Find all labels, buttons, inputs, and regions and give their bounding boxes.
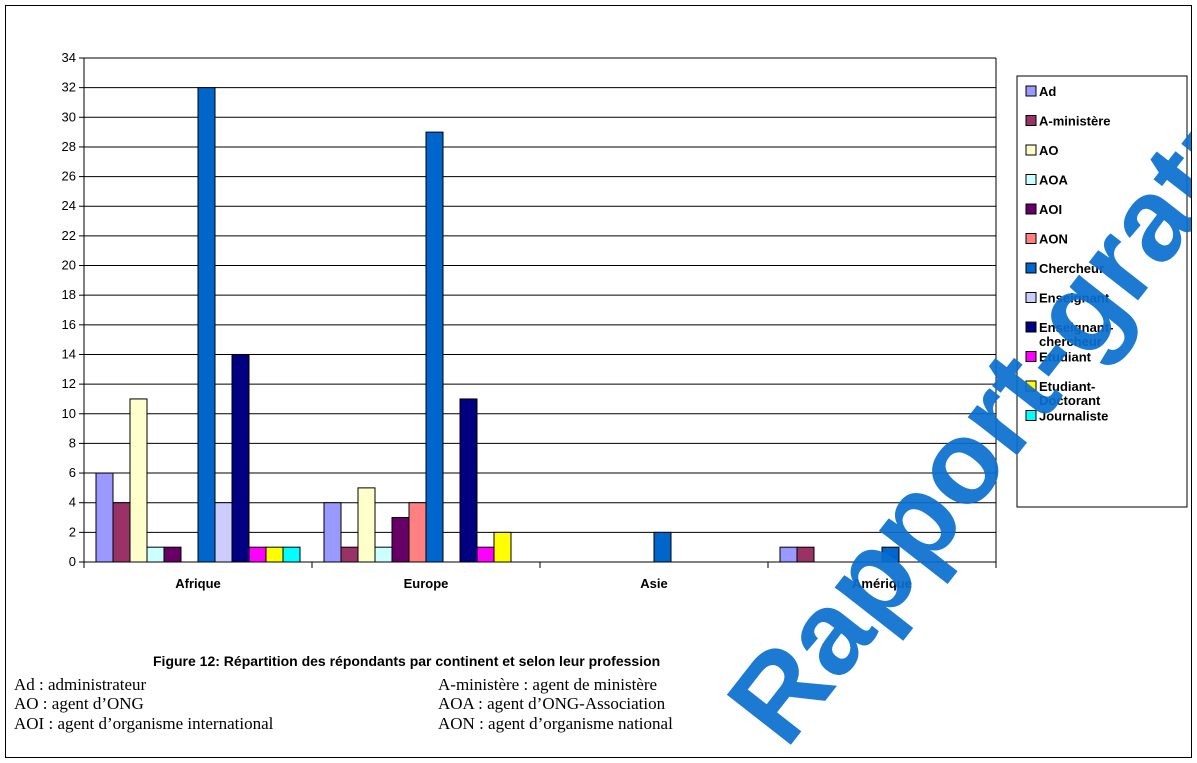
bar-ao-europe — [357, 487, 376, 563]
bar-ad-europe — [323, 502, 342, 563]
bar-etudiant-europe — [476, 546, 495, 563]
bar-chercheur-am-rique — [881, 546, 900, 563]
legend-swatch — [1025, 380, 1037, 392]
bar-a-minist-re-am-rique — [796, 546, 815, 563]
bar-ad-am-rique — [779, 546, 798, 563]
bar-journaliste-afrique — [282, 546, 301, 563]
legend-swatch — [1025, 292, 1037, 303]
legend-swatch — [1025, 115, 1037, 126]
bar-chercheur-europe — [425, 131, 444, 563]
bar-aoi-afrique — [163, 546, 182, 563]
legend-swatch — [1025, 351, 1037, 362]
legend-label: Etudiant-Doctorant — [1039, 379, 1101, 408]
x-axis-categories: Afrique Europe Asie Amérique — [175, 576, 912, 591]
bar-chercheur-afrique — [197, 87, 216, 563]
legend: Ad A-ministère AO AOA AOI AON Chercheur Enseign… — [1016, 75, 1188, 508]
legend-label: AOA — [1039, 173, 1069, 188]
plot-area — [84, 58, 996, 562]
y-tick-label: 22 — [62, 228, 76, 243]
y-tick-label: 16 — [62, 317, 76, 332]
y-tick-label: 18 — [62, 287, 76, 302]
legend-label: Etudiant — [1039, 350, 1092, 365]
bar-ad-afrique — [95, 472, 114, 563]
figure-caption: Figure 12: Répartition des répondants pa… — [153, 653, 661, 669]
legend-swatch — [1025, 203, 1037, 215]
abbreviation-aon: AON : agent d’organisme national — [438, 714, 673, 733]
bar-enseignant-afrique — [214, 502, 233, 563]
y-tick-label: 0 — [69, 554, 76, 569]
legend-box — [1016, 75, 1188, 508]
bar-aoi-europe — [391, 517, 410, 563]
y-tick-label: 34 — [62, 50, 76, 65]
y-tick-label: 30 — [62, 109, 76, 124]
bar-chercheur-asie — [653, 531, 672, 563]
bar-aoa-afrique — [146, 546, 165, 563]
legend-label: AOI — [1039, 202, 1062, 217]
axes — [83, 58, 997, 568]
legend-label: Chercheur — [1039, 261, 1104, 276]
y-tick-label: 26 — [62, 169, 76, 184]
y-tick-label: 2 — [69, 524, 76, 539]
y-tick-label: 28 — [62, 139, 76, 154]
legend-label: Enseignant — [1039, 291, 1110, 306]
bar-etudiant-doctorant-afrique — [265, 546, 284, 563]
y-tick-label: 24 — [62, 198, 76, 213]
bar-ao-afrique — [129, 398, 148, 563]
y-tick-label: 10 — [62, 406, 76, 421]
y-tick-label: 12 — [62, 376, 76, 391]
abbreviation-ad: Ad : administrateur — [14, 675, 147, 694]
abbreviation-a-ministere: A-ministère : agent de ministère — [438, 675, 658, 694]
y-tick-label: 32 — [62, 80, 76, 95]
figure-frame: 0 2 4 6 8 10 12 14 16 18 20 22 24 26 28 30 32 34 Afrique E… — [5, 5, 1192, 758]
legend-label: Journaliste — [1039, 409, 1108, 424]
legend-swatch — [1025, 144, 1037, 156]
legend-label: AO — [1039, 143, 1059, 158]
y-tick-label: 8 — [69, 435, 76, 450]
y-tick-label: 6 — [69, 465, 76, 480]
legend-swatch — [1025, 174, 1037, 185]
legend-swatch — [1025, 85, 1037, 97]
bar-aon-europe — [408, 502, 427, 563]
legend-label: Ad — [1039, 84, 1056, 99]
bar-aoa-europe — [374, 546, 393, 563]
legend-swatch — [1025, 233, 1037, 244]
abbreviation-aoa: AOA : agent d’ONG-Association — [438, 694, 666, 713]
x-category-label: Amérique — [852, 576, 912, 591]
bar-enseignant-chercheur-europe — [459, 398, 478, 563]
y-tick-label: 20 — [62, 258, 76, 273]
bar-a-minist-re-europe — [340, 546, 359, 563]
legend-label: Enseignant-chercheur — [1039, 320, 1113, 349]
x-category-label: Afrique — [175, 576, 221, 591]
y-tick-label: 4 — [69, 495, 76, 510]
legend-swatch — [1025, 410, 1037, 421]
bar-etudiant-doctorant-europe — [493, 531, 512, 563]
abbreviation-ao: AO : agent d’ONG — [14, 694, 144, 713]
bar-etudiant-afrique — [248, 546, 267, 563]
y-tick-label: 14 — [62, 346, 76, 361]
legend-swatch — [1025, 262, 1037, 274]
legend-label: AON — [1039, 232, 1068, 247]
bar-a-minist-re-afrique — [112, 502, 131, 563]
x-category-label: Asie — [640, 576, 667, 591]
legend-swatch — [1025, 321, 1037, 333]
x-category-label: Europe — [404, 576, 449, 591]
legend-label: A-ministère — [1039, 114, 1111, 129]
abbreviation-aoi: AOI : agent d’organisme international — [14, 714, 274, 733]
bar-enseignant-chercheur-afrique — [231, 353, 250, 563]
